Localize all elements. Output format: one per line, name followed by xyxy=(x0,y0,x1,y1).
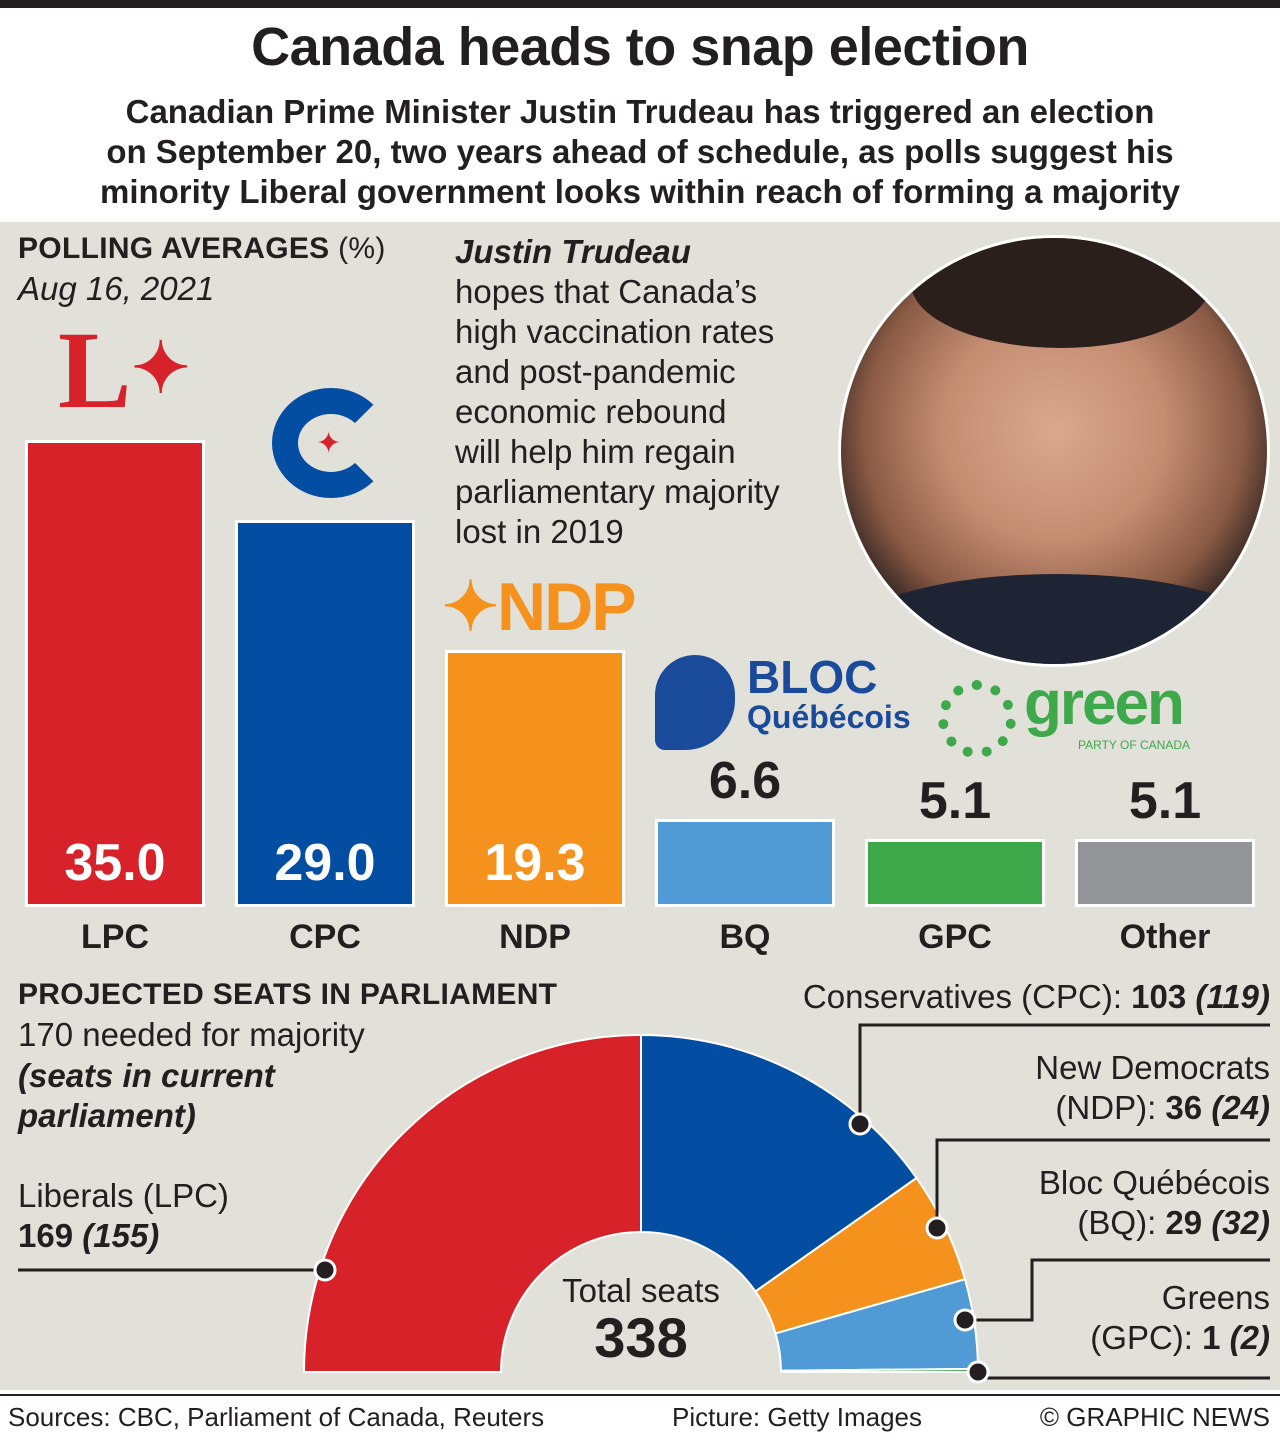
gpc-seats: 1 xyxy=(1202,1319,1221,1356)
caption-line: parliamentary majority xyxy=(455,473,780,510)
footer: Sources: CBC, Parliament of Canada, Reut… xyxy=(0,1394,1280,1444)
caption-line: high vaccination rates xyxy=(455,313,775,350)
bar-bq xyxy=(655,818,835,907)
leader-gpc xyxy=(976,1372,1270,1380)
seats-heading: PROJECTED SEATS IN PARLIAMENT xyxy=(18,978,558,1011)
lpc-seats: 169 xyxy=(18,1217,74,1254)
picture-credit: Picture: Getty Images xyxy=(672,1402,922,1432)
caption-line: and post-pandemic xyxy=(455,353,736,390)
dot-gpc xyxy=(966,1360,990,1384)
dot-ndp xyxy=(925,1216,949,1240)
bar-ndp xyxy=(445,649,625,907)
label-gpc: Greens (GPC): 1 (2) xyxy=(1090,1278,1270,1358)
caption-line: hopes that Canada’s xyxy=(455,273,758,310)
leader-dots xyxy=(313,1112,990,1384)
lpc-current: (155) xyxy=(82,1217,160,1254)
bq-abbr: (BQ): xyxy=(1077,1204,1166,1241)
bar-value-label: 35.0 xyxy=(64,834,166,892)
caption-line: will help him regain xyxy=(455,433,736,470)
liberal-logo: L✦ xyxy=(58,309,191,431)
seat-segment-cpc xyxy=(640,1033,918,1293)
green-logo-text: green xyxy=(1024,669,1185,738)
label-cpc: Conservatives (CPC): 103 (119) xyxy=(803,977,1270,1017)
caption-line: economic rebound xyxy=(455,393,727,430)
category-label: BQ xyxy=(719,918,771,956)
caption-line: lost in 2019 xyxy=(455,513,624,550)
label-ndp: New Democrats (NDP): 36 (24) xyxy=(1035,1048,1270,1128)
green-flower-icon xyxy=(938,680,1016,758)
subtitle: Canadian Prime Minister Justin Trudeau h… xyxy=(0,92,1280,212)
ndp-abbr: (NDP): xyxy=(1055,1089,1166,1126)
bq-name: Bloc Québécois xyxy=(1038,1164,1270,1201)
current-seats-note: (seats in current parliament) xyxy=(18,1056,275,1136)
bar-value-label: 6.6 xyxy=(708,751,782,810)
ndp-logo-text: NDP xyxy=(496,569,637,645)
note-line: (seats in current xyxy=(18,1057,275,1094)
trudeau-photo xyxy=(838,235,1270,667)
bq-current: (32) xyxy=(1211,1204,1270,1241)
total-seats-label: Total seats xyxy=(562,1272,720,1309)
bar-value-label: 5.1 xyxy=(1128,771,1202,830)
category-label: NDP xyxy=(499,918,571,956)
ndp-current: (24) xyxy=(1211,1089,1270,1126)
bar-value-label: 19.3 xyxy=(484,834,586,892)
cpc-current: (119) xyxy=(1195,978,1270,1015)
green-logo-sub: PARTY OF CANADA xyxy=(1078,738,1191,752)
ndp-seats: 36 xyxy=(1165,1089,1203,1126)
category-label: GPC xyxy=(918,918,992,956)
sources: Sources: CBC, Parliament of Canada, Reut… xyxy=(8,1402,545,1432)
gpc-name: Greens xyxy=(1161,1279,1270,1316)
subtitle-line: on September 20, two years ahead of sche… xyxy=(106,133,1174,170)
gpc-abbr: (GPC): xyxy=(1090,1319,1203,1356)
total-seats: Total seats 338 xyxy=(500,1272,782,1366)
maple-leaf-icon: ✦ xyxy=(442,569,499,645)
ndp-logo: ✦NDP xyxy=(442,568,637,647)
dot-lpc xyxy=(313,1258,337,1282)
note-line: parliament) xyxy=(18,1097,196,1134)
bloc-logo-text2: Québécois xyxy=(747,699,911,735)
bar-value-label: 5.1 xyxy=(918,771,992,830)
bar-gpc xyxy=(865,838,1045,907)
cpc-seats: 103 xyxy=(1131,978,1187,1015)
top-bar xyxy=(0,0,1280,8)
subtitle-line: Canadian Prime Minister Justin Trudeau h… xyxy=(125,93,1155,130)
polling-heading: POLLING AVERAGES (%) xyxy=(18,232,386,266)
label-lpc: Liberals (LPC) 169 (155) xyxy=(18,1176,229,1256)
photo-hair xyxy=(911,238,1211,348)
polling-date: Aug 16, 2021 xyxy=(18,270,215,307)
bq-seats: 29 xyxy=(1165,1204,1203,1241)
bar-value-label: 29.0 xyxy=(274,834,376,892)
leader-cpc xyxy=(858,1023,1270,1124)
ndp-name: New Democrats xyxy=(1035,1049,1270,1086)
trudeau-name: Justin Trudeau xyxy=(455,233,691,270)
gpc-current: (2) xyxy=(1229,1319,1270,1356)
bloc-logo-text: BLOC xyxy=(747,651,878,703)
majority-note: 170 needed for majority xyxy=(18,1016,365,1053)
category-label: LPC xyxy=(81,918,149,956)
subtitle-line: minority Liberal government looks within… xyxy=(99,173,1180,210)
trudeau-caption: Justin Trudeau hopes that Canada’s high … xyxy=(455,232,780,552)
dot-cpc xyxy=(848,1112,872,1136)
category-label: CPC xyxy=(289,918,361,956)
bar-other xyxy=(1075,838,1255,907)
copyright: © GRAPHIC NEWS xyxy=(1039,1402,1270,1432)
dot-bq xyxy=(953,1308,977,1332)
lpc-name: Liberals (LPC) xyxy=(18,1177,229,1214)
seat-segment-lpc xyxy=(302,1033,642,1373)
bar-lpc xyxy=(25,440,205,907)
label-bq: Bloc Québécois (BQ): 29 (32) xyxy=(1039,1163,1270,1243)
page-title: Canada heads to snap election xyxy=(251,17,1029,77)
leader-ndp xyxy=(935,1138,1270,1228)
polling-heading-text: POLLING AVERAGES xyxy=(18,232,330,265)
category-label: Other xyxy=(1119,918,1211,956)
polling-unit: (%) xyxy=(338,232,386,265)
cpc-name: Conservatives (CPC): xyxy=(802,978,1132,1015)
bar-cpc xyxy=(235,520,415,907)
total-seats-value: 338 xyxy=(594,1306,688,1369)
leader-bq xyxy=(965,1258,1270,1322)
